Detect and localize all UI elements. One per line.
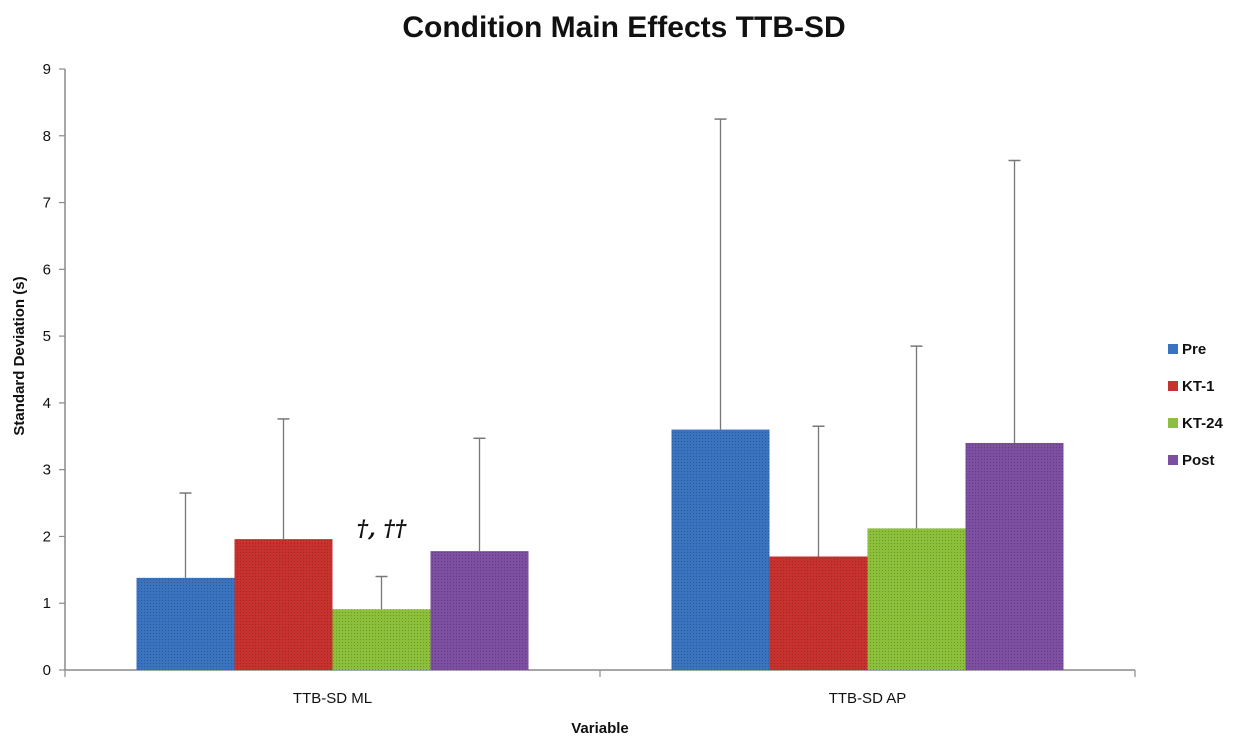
- bar-texture: [332, 609, 431, 670]
- bar-texture: [136, 577, 235, 670]
- bar-texture: [965, 442, 1064, 670]
- y-tick-label: 5: [43, 328, 51, 345]
- y-tick-label: 3: [43, 462, 51, 479]
- y-tick-label: 2: [43, 528, 51, 545]
- y-tick-label: 9: [43, 61, 51, 78]
- y-tick-label: 4: [43, 395, 51, 412]
- bar-texture: [234, 539, 333, 670]
- legend: Pre KT-1 KT-24 Post: [1168, 341, 1224, 469]
- legend-swatch-kt-24: [1168, 418, 1178, 428]
- x-category-label: TTB-SD ML: [293, 690, 372, 707]
- bar-texture: [430, 551, 529, 670]
- y-tick-label: 7: [43, 195, 51, 212]
- bar-texture: [867, 528, 966, 670]
- legend-swatch-pre: [1168, 344, 1178, 354]
- significance-annotation: †, ††: [357, 516, 407, 542]
- y-tick-label: 8: [43, 128, 51, 145]
- legend-label-kt-24: KT-24: [1182, 415, 1224, 432]
- legend-swatch-kt-1: [1168, 381, 1178, 391]
- x-category-label: TTB-SD AP: [829, 690, 907, 707]
- legend-label-kt-1: KT-1: [1182, 378, 1215, 395]
- x-axis-label: Variable: [571, 720, 629, 737]
- chart-title: Condition Main Effects TTB-SD: [402, 11, 845, 44]
- y-tick-label: 6: [43, 261, 51, 278]
- legend-label-pre: Pre: [1182, 341, 1206, 358]
- legend-label-post: Post: [1182, 452, 1215, 469]
- y-tick-label: 1: [43, 595, 51, 612]
- legend-swatch-post: [1168, 455, 1178, 465]
- bar-texture: [769, 556, 868, 670]
- y-axis-label: Standard Deviation (s): [11, 276, 28, 435]
- plot-area: 0 1 2 3 4 5 6 7 8 9 TTB-SD ML TTB-SD AP †, ††: [43, 61, 1136, 707]
- bar-texture: [671, 429, 770, 670]
- y-tick-label: 0: [43, 662, 51, 679]
